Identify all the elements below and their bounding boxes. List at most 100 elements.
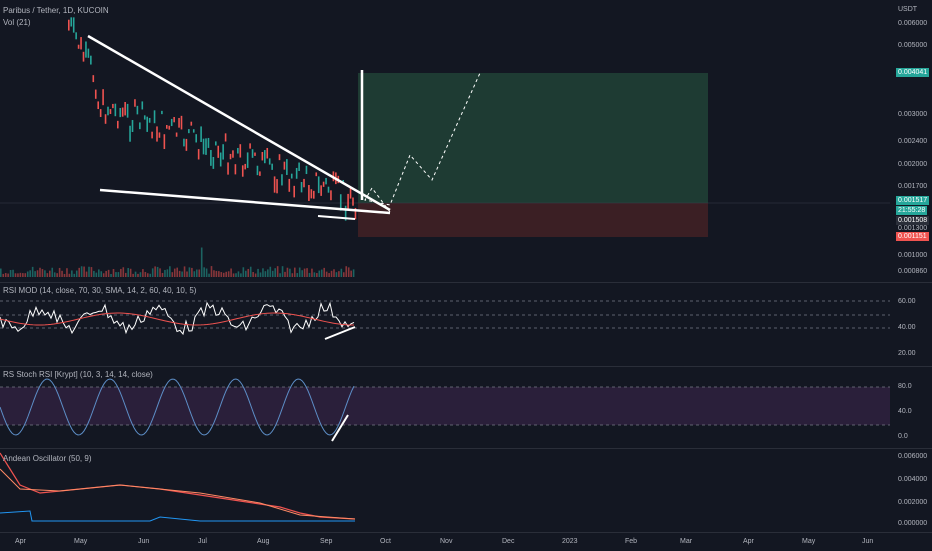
volume-bar — [279, 273, 281, 277]
candle — [173, 116, 175, 123]
current-price-tag: 0.001517 — [896, 196, 930, 205]
candle — [320, 185, 322, 196]
volume-bar — [188, 267, 191, 277]
candle — [90, 55, 92, 65]
andean-panel[interactable]: Andean Oscillator (50, 9) 0.006000 0.004… — [0, 448, 932, 533]
month-label: Mar — [680, 538, 693, 545]
volume-bar — [218, 271, 220, 277]
volume-bar — [196, 269, 198, 277]
volume-bar — [289, 268, 291, 277]
volume-bar — [215, 270, 218, 277]
rsi-panel[interactable]: RSI MOD (14, close, 70, 30, SMA, 14, 2, … — [0, 282, 932, 365]
andean-label: Andean Oscillator (50, 9) — [3, 454, 92, 463]
rsi-level: 20.00 — [898, 350, 916, 357]
time-axis[interactable]: Apr May Jun Jul Aug Sep Oct Nov Dec 2023… — [0, 532, 932, 551]
volume-bar — [0, 268, 2, 277]
volume-bar — [85, 271, 88, 277]
price-axis[interactable]: USDT 0.006000 0.005000 0.003000 0.002400… — [890, 0, 932, 280]
candle — [92, 75, 95, 83]
candle — [104, 114, 107, 124]
volume-bar — [31, 266, 34, 277]
axis-tick: 0.001300 — [898, 225, 928, 232]
volume-bar — [110, 273, 112, 277]
volume-bar — [51, 267, 54, 277]
month-label: Apr — [743, 538, 754, 545]
volume-bar — [102, 273, 105, 277]
volume-bar — [142, 269, 144, 277]
candle — [134, 99, 136, 107]
candle — [166, 125, 168, 129]
volume-bar — [176, 267, 178, 277]
volume-bar — [298, 267, 301, 277]
volume-bar — [320, 269, 323, 277]
candle — [200, 126, 202, 142]
candle — [237, 147, 239, 154]
volume-bar — [291, 273, 294, 277]
month-label: Dec — [502, 538, 515, 545]
volume-bar — [296, 273, 299, 277]
candle — [264, 150, 266, 164]
volume-bar — [83, 266, 85, 277]
month-label: May — [74, 538, 88, 545]
volume-bar — [254, 273, 257, 277]
axis-tick: 0.006000 — [898, 20, 928, 27]
candle — [273, 176, 276, 193]
rsi-label: RSI MOD (14, close, 70, 30, SMA, 14, 2, … — [3, 286, 197, 295]
month-label: Feb — [625, 538, 638, 545]
axis-tick: 0.003000 — [898, 111, 928, 118]
volume-bar — [58, 267, 61, 277]
volume-bar — [75, 270, 78, 277]
volume-bar — [80, 266, 83, 277]
volume-bar — [159, 268, 161, 277]
volume-bar — [161, 272, 164, 277]
volume-bar — [245, 270, 247, 277]
stoch-panel[interactable]: RS Stoch RSI [Krypt] (10, 3, 14, 14, clo… — [0, 366, 932, 447]
candle — [197, 149, 200, 160]
volume-bar — [4, 273, 7, 277]
volume-bar — [181, 271, 183, 277]
candle — [109, 109, 112, 114]
candle — [290, 173, 293, 179]
volume-bar — [330, 270, 333, 277]
volume-bar — [325, 271, 328, 277]
candle — [124, 102, 126, 116]
candle — [347, 193, 349, 210]
volume-bar — [259, 272, 262, 277]
volume-bar — [164, 269, 166, 277]
short-trendline — [317, 215, 356, 220]
andean-level: 0.002000 — [898, 499, 928, 506]
candle — [170, 118, 173, 127]
volume-bar — [22, 273, 24, 277]
volume-bar — [350, 270, 352, 277]
candle — [310, 189, 313, 199]
candle — [234, 164, 237, 175]
candle — [161, 110, 163, 115]
candle — [251, 149, 254, 158]
candle — [146, 116, 148, 132]
volume-bar — [171, 272, 174, 277]
candle — [241, 165, 244, 177]
candle — [322, 181, 325, 187]
andean-level: 0.000000 — [898, 520, 928, 527]
candle — [148, 117, 151, 123]
volume-bar — [225, 271, 227, 277]
volume-bar — [107, 269, 110, 277]
volume-bar — [210, 266, 213, 277]
candle — [330, 190, 332, 201]
volume-bar — [178, 270, 181, 277]
candle — [224, 133, 227, 142]
axis-tick: 0.002400 — [898, 138, 928, 145]
candle — [315, 172, 318, 177]
volume-bar — [227, 271, 230, 277]
candle — [268, 158, 271, 165]
candle — [68, 19, 70, 31]
volume-bar — [323, 267, 325, 277]
volume-label: Vol (21) — [3, 18, 31, 27]
price-chart-panel[interactable]: Paribus / Tether, 1D, KUCOIN Vol (21) — [0, 0, 890, 280]
volume-bar — [247, 268, 250, 277]
volume-bar — [193, 271, 196, 277]
volume-bar — [90, 267, 93, 277]
volume-bar — [122, 267, 125, 277]
entry-price-tag: 0.001508 — [896, 216, 930, 225]
volume-bar — [112, 269, 115, 277]
